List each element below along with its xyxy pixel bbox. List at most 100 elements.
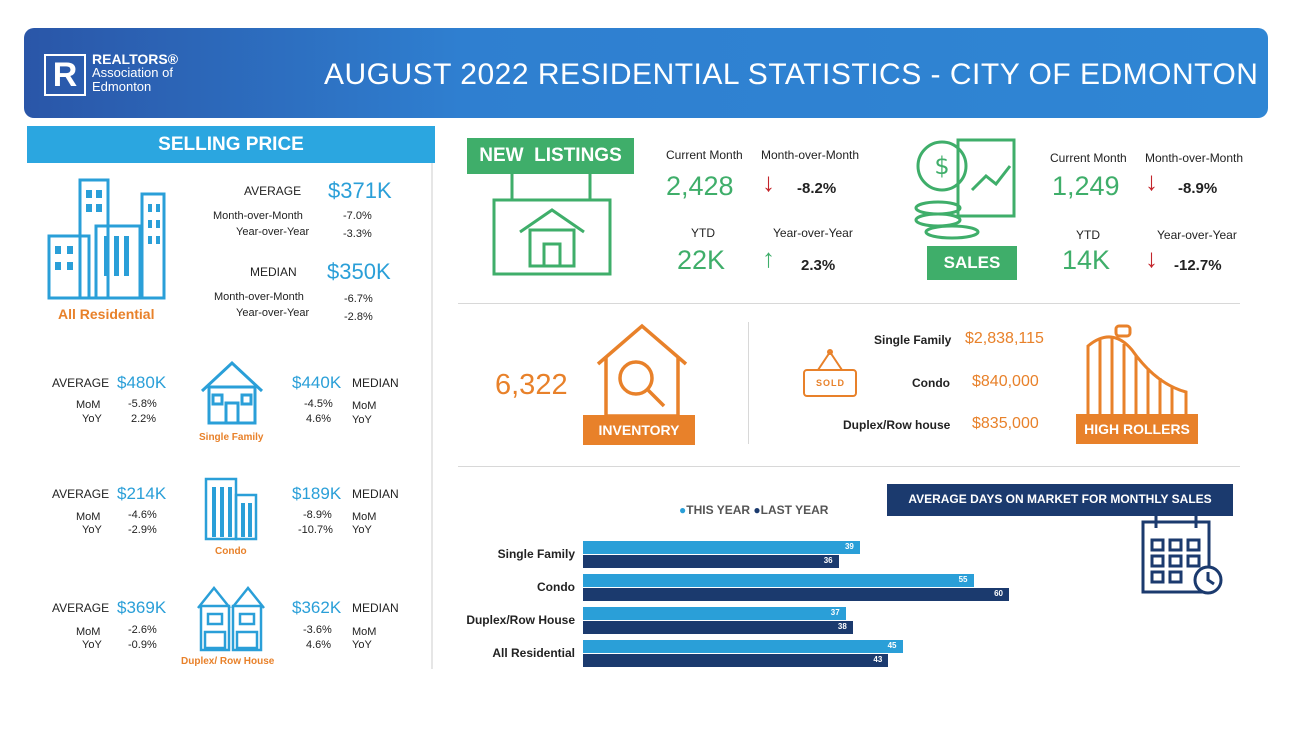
divider xyxy=(431,163,433,669)
nl-mom-label: Month-over-Month xyxy=(761,148,860,162)
nl-up-arrow-icon: ↑ xyxy=(762,243,775,273)
legend-this-year: THIS YEAR xyxy=(686,503,751,517)
condo-average-label: AVERAGE xyxy=(52,487,110,501)
hr-condo-label: Condo xyxy=(912,376,950,390)
sf-avg-yoy: 2.2% xyxy=(131,413,157,425)
all-avg-yoy-label: Year-over-Year xyxy=(236,226,310,238)
bar-this-year: 37 xyxy=(583,607,846,620)
new-listings-sign-icon xyxy=(492,174,612,276)
sf-med-mom: -4.5% xyxy=(304,398,333,410)
sales-band: SALES xyxy=(927,246,1017,280)
nl-mom-value: -8.2% xyxy=(797,180,837,197)
new-listings-band: NEW LISTINGS xyxy=(467,138,634,174)
sales-money-icon: $ xyxy=(914,138,1016,240)
all-med-yoy-label: Year-over-Year xyxy=(236,307,310,319)
bar-this-year: 45 xyxy=(583,640,903,653)
hr-duplex-label: Duplex/Row house xyxy=(843,418,951,432)
sf-label: Single Family xyxy=(199,432,264,443)
condo-median-label: MEDIAN xyxy=(352,487,399,501)
sales-yoy-label: Year-over-Year xyxy=(1157,228,1237,242)
hr-duplex-price: $835,000 xyxy=(972,415,1039,432)
category-label: All Residential xyxy=(492,646,575,660)
hr-sf-label: Single Family xyxy=(874,333,952,347)
category-label: Duplex/Row House xyxy=(466,613,575,627)
all-med-yoy: -2.8% xyxy=(344,311,373,323)
bar-last-year: 60 xyxy=(583,588,1009,601)
condo-median-value: $189K xyxy=(292,484,342,503)
sales-mom-label: Month-over-Month xyxy=(1145,151,1244,165)
sales-ytd-label: YTD xyxy=(1076,228,1100,242)
bar-value-label: 37 xyxy=(830,608,840,617)
condo-avg-yoy: -2.9% xyxy=(128,524,157,536)
sales-current-month-label: Current Month xyxy=(1050,151,1127,165)
sf-average-label: AVERAGE xyxy=(52,376,110,390)
bar-last-year: 43 xyxy=(583,654,889,667)
dup-avg-mom: -2.6% xyxy=(128,624,157,636)
high-rollers-band: HIGH ROLLERS xyxy=(1076,414,1198,444)
sales-current-month-value: 1,249 xyxy=(1052,171,1120,201)
bar-this-year: 55 xyxy=(583,574,974,587)
dup-yoy-label: YoY xyxy=(82,639,102,651)
all-average-value: $371K xyxy=(328,178,392,203)
sales-mom-value: -8.9% xyxy=(1178,180,1218,197)
condo-average-value: $214K xyxy=(117,484,167,503)
dup-avg-yoy: -0.9% xyxy=(128,639,157,651)
condo-yoy-label: YoY xyxy=(82,524,102,536)
sales-down-arrow-icon: ↓ xyxy=(1145,166,1158,196)
dollar-glyph: $ xyxy=(934,152,949,180)
legend-this-year-dot: ● xyxy=(679,503,687,517)
dup-med-yoy-label: YoY xyxy=(352,639,372,651)
legend-last-year: LAST YEAR xyxy=(760,503,829,517)
hr-sf-price: $2,838,115 xyxy=(965,330,1044,347)
category-label: Condo xyxy=(537,580,575,594)
sales-ytd-value: 14K xyxy=(1062,245,1111,275)
logo-text: REALTORS® Association of Edmonton xyxy=(92,52,178,94)
calendar-icon xyxy=(1141,516,1223,595)
nl-ytd-value: 22K xyxy=(677,245,726,275)
sf-median-value: $440K xyxy=(292,373,342,392)
selling-price-band: SELLING PRICE xyxy=(27,126,435,163)
category-label: Single Family xyxy=(497,547,575,561)
sf-yoy-label: YoY xyxy=(82,413,102,425)
bar-value-label: 36 xyxy=(823,556,833,565)
condo-med-yoy-label: YoY xyxy=(352,524,372,536)
realtors-logo-icon xyxy=(44,54,86,96)
bar-last-year: 36 xyxy=(583,555,839,568)
duplex-house-icon xyxy=(197,585,265,652)
all-median-label: MEDIAN xyxy=(250,265,297,279)
dup-med-mom: -3.6% xyxy=(303,624,332,636)
inventory-value: 6,322 xyxy=(495,369,568,401)
sf-avg-mom: -5.8% xyxy=(128,398,157,410)
all-avg-mom: -7.0% xyxy=(343,210,372,222)
chart-legend: ●THIS YEAR ●LAST YEAR xyxy=(679,503,828,517)
bar-value-label: 38 xyxy=(837,622,847,631)
bar-value-label: 55 xyxy=(958,575,968,584)
sales-down-arrow-icon-2: ↓ xyxy=(1145,243,1158,273)
dup-mom-label: MoM xyxy=(76,626,101,638)
sold-sign-text: SOLD xyxy=(816,378,846,388)
all-avg-mom-label: Month-over-Month xyxy=(213,210,303,222)
nl-current-month-value: 2,428 xyxy=(666,171,734,201)
bar-this-year: 39 xyxy=(583,541,860,554)
sf-med-mom-label: MoM xyxy=(352,400,377,412)
all-avg-yoy: -3.3% xyxy=(343,228,372,240)
bar-value-label: 39 xyxy=(844,542,854,551)
divider-top xyxy=(458,303,1240,304)
bar-value-label: 43 xyxy=(873,655,883,664)
bar-value-label: 60 xyxy=(994,589,1003,598)
header-banner xyxy=(24,28,1268,118)
hr-condo-price: $840,000 xyxy=(972,373,1039,390)
all-residential-label: All Residential xyxy=(58,306,155,322)
condo-med-yoy: -10.7% xyxy=(298,524,333,536)
dup-label: Duplex/ Row House xyxy=(181,656,275,667)
sf-median-label: MEDIAN xyxy=(352,376,399,390)
single-family-house-icon xyxy=(200,360,264,425)
all-median-value: $350K xyxy=(327,259,391,284)
sf-average-value: $480K xyxy=(117,373,167,392)
sales-yoy-value: -12.7% xyxy=(1174,257,1222,274)
condo-avg-mom: -4.6% xyxy=(128,509,157,521)
sf-mom-label: MoM xyxy=(76,399,101,411)
dup-average-value: $369K xyxy=(117,598,167,617)
bar-value-label: 45 xyxy=(887,641,897,650)
sf-med-yoy: 4.6% xyxy=(306,413,332,425)
